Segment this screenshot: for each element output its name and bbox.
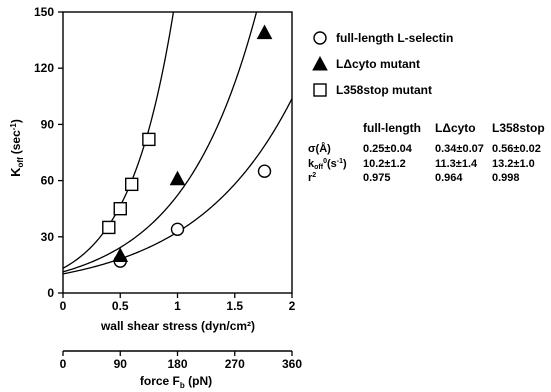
y-tick-label-150: 150 [34,5,54,19]
svg-text:Koff(sec-1): Koff(sec-1) [8,119,25,177]
axes: 0 30 60 90 120 150 0 0.5 1 1.5 2 0 90 180 270 360 [34,5,302,371]
legend: full-length L-selectin LΔcyto mutant L358s… [312,31,453,97]
legend-marker-triangle [312,55,328,71]
point-triangle-1 [169,170,186,186]
plot-frame [62,11,293,294]
table-cell-0-0: 0.25±0.04 [363,143,413,155]
x2-tick-label-270: 270 [225,357,245,371]
x2-tick-label-0: 0 [60,357,67,371]
point-triangle-2 [256,24,273,40]
data-points [102,24,273,268]
point-square-1 [113,201,127,216]
legend-label-2: L358stop mutant [336,83,432,97]
table-header-2: L358stop [492,121,545,135]
point-square-2 [124,177,139,192]
table-cell-2-2: 0.998 [492,172,520,184]
x2-tick-label-360: 360 [282,357,302,371]
legend-label-1: LΔcyto mutant [336,57,420,71]
table-row-label-2: r2 [308,172,316,184]
table-row-label-0: σ(Å) [308,142,331,155]
x-axis-title: wall shear stress (dyn/cm²) [100,319,255,333]
y-tick-label-30: 30 [41,230,55,244]
y-tick-label-90: 90 [41,117,55,131]
fit-curve-2 [62,11,175,269]
x-tick-label-3: 1.5 [226,299,243,313]
svg-text:force Fb (pN): force Fb (pN) [140,374,212,390]
x2-axis-title: force Fb (pN) [140,374,212,390]
legend-marker-square [313,83,327,97]
table-cell-2-0: 0.975 [363,172,391,184]
point-triangle-0 [112,247,129,263]
x-tick-label-1: 0.5 [112,299,129,313]
legend-label-0: full-length L-selectin [336,31,453,45]
y-tick-label-120: 120 [34,61,54,75]
table-cell-0-1: 0.34±0.07 [435,143,484,155]
x-tick-label-2: 1 [174,299,181,313]
x2-tick-label-180: 180 [167,357,187,371]
fit-curve-1 [62,11,258,273]
fit-parameter-table: full-length LΔcyto L358stop σ(Å) 0.25±0.04 0.… [308,121,545,184]
table-cell-1-0: 10.2±1.2 [363,158,406,170]
point-square-3 [142,132,156,147]
fit-curve-0 [62,98,293,275]
legend-marker-circle [313,31,327,45]
table-cell-1-2: 13.2±1.0 [492,158,535,170]
y-tick-label-60: 60 [41,174,55,188]
x-tick-label-4: 2 [289,299,296,313]
table-header-1: LΔcyto [435,121,476,135]
table-cell-2-1: 0.964 [435,172,463,184]
table-header-0: full-length [363,121,421,135]
point-circle-2 [257,164,272,178]
table-cell-0-2: 0.56±0.02 [492,143,541,155]
x-tick-label-0: 0 [60,299,67,313]
point-circle-1 [170,222,185,237]
point-square-0 [102,220,116,235]
table-row-label-1: koff0(s-1) [308,158,347,171]
y-tick-label-0: 0 [47,286,54,300]
x2-tick-label-90: 90 [114,357,128,371]
table-cell-1-1: 11.3±1.4 [435,158,478,170]
y-axis-title: Koff(sec-1) [8,119,25,177]
